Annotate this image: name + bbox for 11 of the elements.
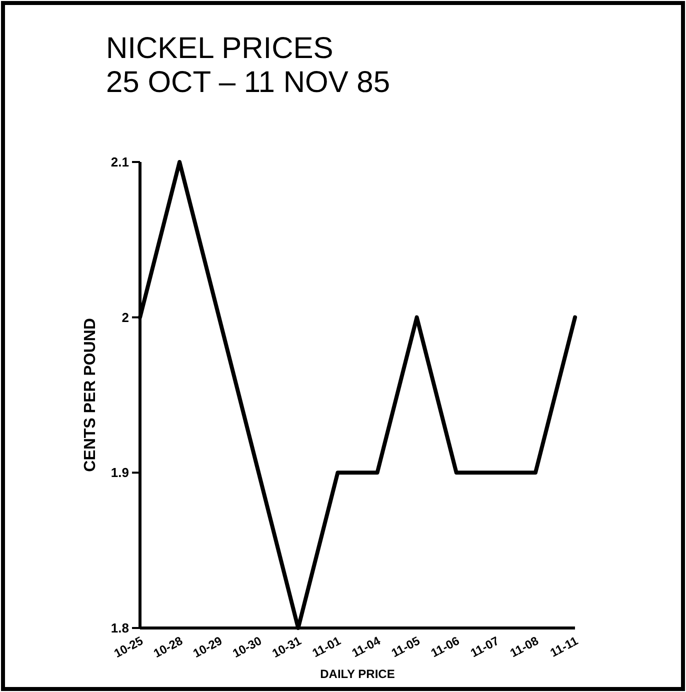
y-tick-label: 2	[122, 310, 129, 325]
y-tick-label: 2.1	[110, 154, 129, 170]
chart-title: NICKEL PRICES 25 OCT – 11 NOV 85	[106, 32, 390, 99]
x-tick-label: 11-06	[428, 634, 462, 660]
x-tick-label: 11-08	[508, 634, 542, 660]
x-tick-label: 11-01	[310, 634, 344, 660]
x-axis-title: DAILY PRICE	[320, 667, 395, 681]
x-tick-label: 11-11	[548, 634, 581, 660]
y-tick-label: 1.9	[110, 465, 129, 480]
y-tick-label: 1.8	[110, 620, 129, 636]
y-axis-title: CENTS PER POUND	[82, 318, 99, 472]
